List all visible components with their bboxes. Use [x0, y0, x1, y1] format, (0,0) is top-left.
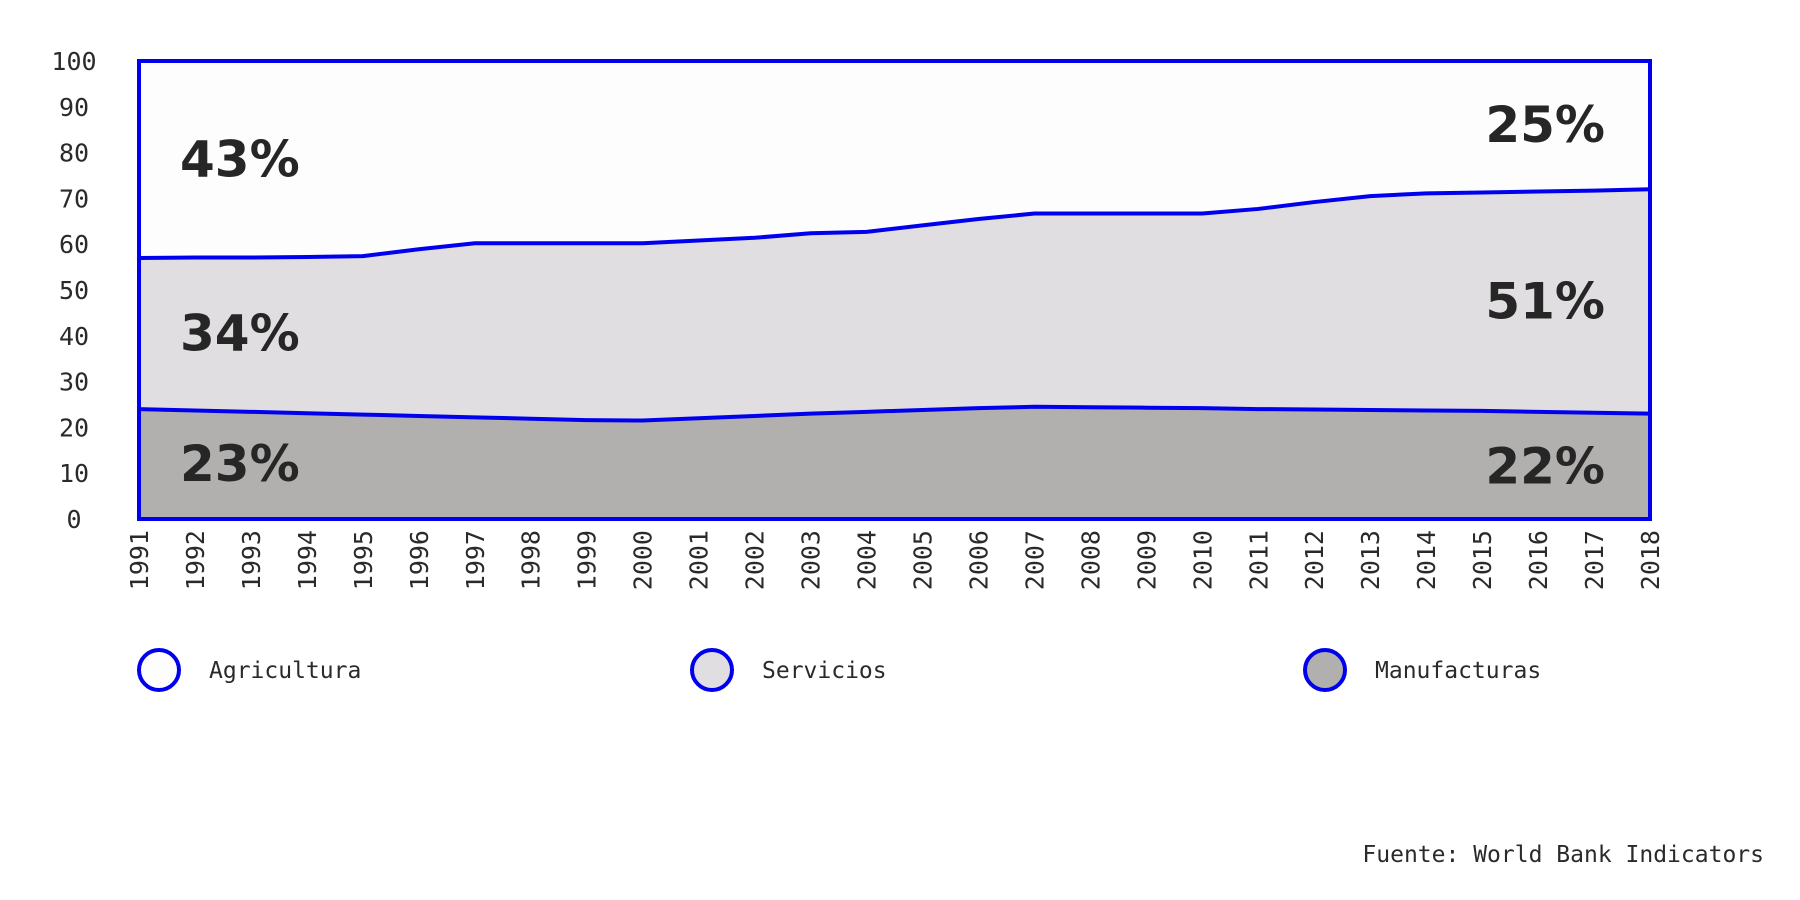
x-tick-label: 1995: [349, 530, 378, 590]
x-tick-label: 2018: [1636, 530, 1665, 590]
boundary-line-manufacturas: [138, 404, 1651, 423]
y-tick-label: 30: [59, 368, 89, 397]
x-tick-label: 1997: [461, 530, 490, 590]
x-tick-label: 2002: [741, 530, 770, 590]
x-tick-label: 1998: [517, 530, 546, 590]
x-tick-label: 2013: [1356, 530, 1385, 590]
x-tick-label: 2007: [1020, 530, 1049, 590]
x-tick-label: 1991: [125, 530, 154, 590]
area-manufacturas: [139, 406, 1650, 519]
boundary-lines: [138, 187, 1651, 423]
legend-swatch-agricultura: [137, 648, 181, 692]
legend-swatch-servicios: [690, 648, 734, 692]
area-servicios: [139, 189, 1650, 421]
x-tick-label: 1992: [181, 530, 210, 590]
y-tick-label: 40: [59, 322, 89, 351]
x-tick-label: 1994: [293, 530, 322, 590]
y-tick-label: 50: [59, 276, 89, 305]
y-tick-label: 100: [51, 47, 96, 76]
area-agricultura: [139, 61, 1650, 258]
x-axis: 1991 1992 1993 1994 1995 1996 1997 1998 1999 2000…: [125, 530, 1665, 590]
x-tick-label: 2011: [1244, 530, 1273, 590]
share-label: 25%: [1485, 96, 1605, 154]
legend-label-manufacturas: Manufacturas: [1375, 658, 1541, 684]
x-tick-label: 2010: [1188, 530, 1217, 590]
y-axis: 0 10 20 30 40 50 60 70 80 90 100: [51, 47, 96, 534]
share-label: 43%: [180, 130, 300, 188]
legend-swatch-manufacturas: [1303, 648, 1347, 692]
x-tick-label: 2004: [853, 530, 882, 590]
x-tick-label: 2001: [685, 530, 714, 590]
y-tick-label: 90: [59, 93, 89, 122]
y-tick-label: 70: [59, 184, 89, 213]
x-tick-label: 2014: [1412, 530, 1441, 590]
boundary-line-servicios: [138, 187, 1651, 260]
x-tick-label: 1993: [237, 530, 266, 590]
area-layers: [139, 61, 1650, 519]
y-tick-label: 0: [66, 505, 81, 534]
x-tick-label: 2000: [629, 530, 658, 590]
y-tick-label: 20: [59, 413, 89, 442]
x-tick-label: 2009: [1132, 530, 1161, 590]
legend-label-servicios: Servicios: [762, 658, 887, 684]
y-tick-label: 10: [59, 459, 89, 488]
x-tick-label: 1999: [573, 530, 602, 590]
x-tick-label: 2005: [908, 530, 937, 590]
share-label: 22%: [1485, 437, 1605, 495]
share-annotations: 43% 34% 23% 25% 51% 22%: [180, 96, 1605, 495]
x-tick-label: 1996: [405, 530, 434, 590]
x-tick-label: 2006: [964, 530, 993, 590]
x-tick-label: 2015: [1468, 530, 1497, 590]
legend: Agricultura Servicios Manufacturas: [137, 648, 1541, 692]
x-tick-label: 2003: [797, 530, 826, 590]
x-tick-label: 2012: [1300, 530, 1329, 590]
x-tick-label: 2017: [1580, 530, 1609, 590]
share-label: 51%: [1485, 272, 1605, 330]
share-label: 34%: [180, 305, 300, 363]
share-label: 23%: [180, 435, 300, 493]
x-tick-label: 2008: [1076, 530, 1105, 590]
plot-frame: [137, 59, 1652, 521]
y-tick-label: 60: [59, 230, 89, 259]
y-tick-label: 80: [59, 139, 89, 168]
legend-label-agricultura: Agricultura: [209, 658, 361, 684]
x-tick-label: 2016: [1524, 530, 1553, 590]
source-note: Fuente: World Bank Indicators: [1362, 842, 1764, 868]
